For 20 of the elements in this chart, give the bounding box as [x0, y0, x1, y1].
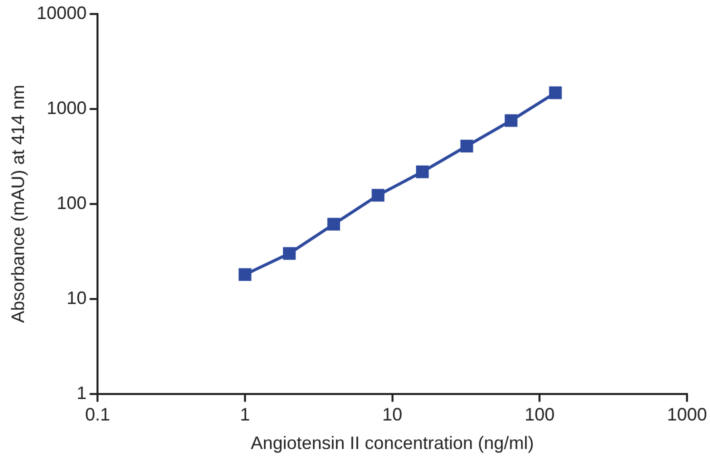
x-tick-label: 0.1 — [85, 404, 110, 425]
point — [238, 268, 252, 281]
y-tick-label: 1000 — [46, 98, 87, 118]
point — [549, 86, 562, 100]
point — [282, 247, 296, 260]
y-tick-label: 100 — [56, 192, 87, 213]
point — [416, 165, 429, 178]
y-tick-label: 10000 — [36, 2, 87, 23]
point — [372, 188, 384, 202]
y-tick-label: 1 — [76, 382, 87, 403]
y-tick-label: 10 — [66, 288, 87, 308]
x-tick-label: 1000 — [666, 404, 707, 425]
point — [504, 114, 518, 127]
point — [327, 218, 340, 231]
x-axis-title: Angiotensin II concentration (ng/ml) — [250, 433, 534, 454]
y-axis-title: Absorbance (mAU) at 414 nm — [8, 84, 28, 323]
x-tick-label: 1 — [240, 404, 250, 425]
point — [460, 140, 474, 152]
x-tick-label: 10 — [382, 404, 402, 425]
x-tick-label: 100 — [524, 404, 555, 425]
